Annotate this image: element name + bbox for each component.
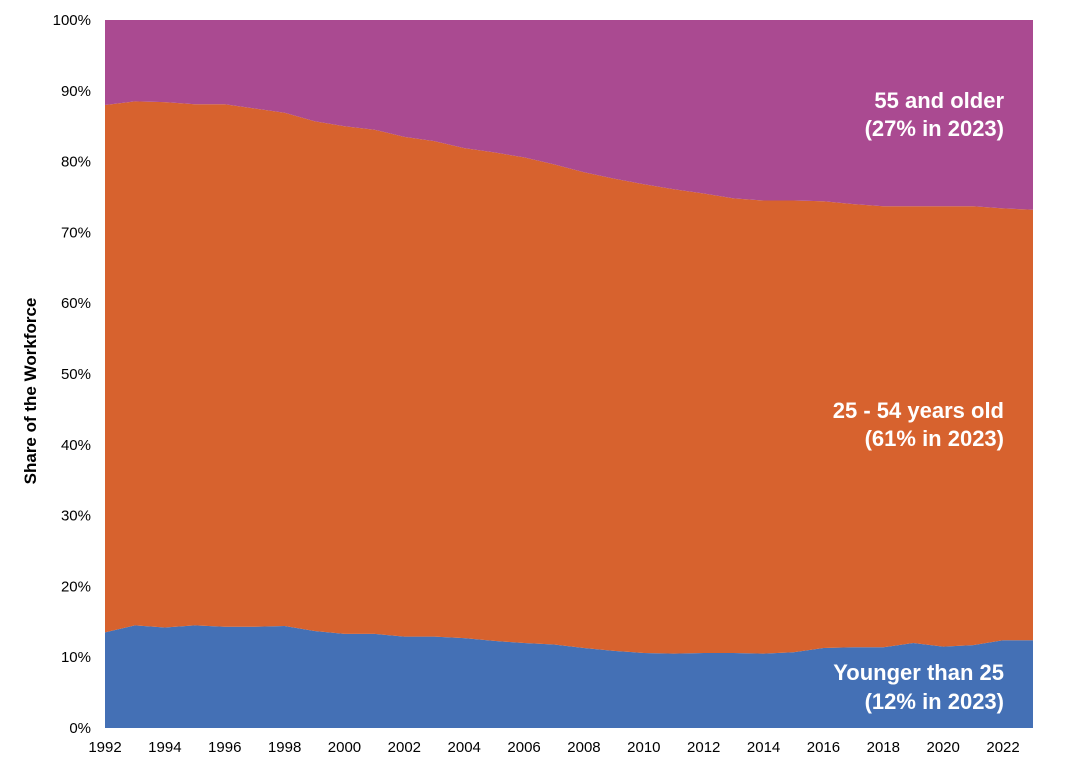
x-tick-label: 2018 bbox=[867, 739, 900, 756]
area-series-group bbox=[105, 20, 1033, 728]
series-labels: Younger than 25 (12% in 2023) 25 - 54 year… bbox=[833, 88, 1005, 714]
x-tick-label: 2014 bbox=[747, 739, 780, 756]
x-tick-label: 1996 bbox=[208, 739, 241, 756]
area-younger-than-25 bbox=[105, 625, 1033, 728]
x-tick-label: 2022 bbox=[986, 739, 1019, 756]
y-tick-label: 0% bbox=[69, 720, 91, 737]
area-55-and-older bbox=[105, 20, 1033, 210]
x-tick-label: 2006 bbox=[507, 739, 540, 756]
series-label-25-54-years-old: 25 - 54 years old (61% in 2023) bbox=[833, 398, 1004, 451]
x-tick-label: 2000 bbox=[328, 739, 361, 756]
y-tick-label: 40% bbox=[61, 437, 91, 454]
x-tick-label: 2012 bbox=[687, 739, 720, 756]
x-tick-label: 2004 bbox=[448, 739, 481, 756]
series-label-55-and-older: 55 and older (27% in 2023) bbox=[865, 88, 1005, 141]
x-tick-label: 2010 bbox=[627, 739, 660, 756]
y-tick-label: 20% bbox=[61, 578, 91, 595]
y-tick-label: 80% bbox=[61, 154, 91, 171]
x-tick-label: 2008 bbox=[567, 739, 600, 756]
y-tick-label: 30% bbox=[61, 508, 91, 525]
x-tick-label: 2002 bbox=[388, 739, 421, 756]
y-axis-title: Share of the Workforce bbox=[21, 298, 40, 485]
y-tick-label: 70% bbox=[61, 224, 91, 241]
y-tick-label: 90% bbox=[61, 83, 91, 100]
x-tick-label: 1992 bbox=[88, 739, 121, 756]
y-tick-label: 10% bbox=[61, 649, 91, 666]
area-25-54-years-old bbox=[105, 101, 1033, 654]
y-tick-label: 100% bbox=[53, 12, 91, 29]
y-axis: 0% 10% 20% 30% 40% 50% 60% 70% 80% 90% 100% bbox=[53, 12, 91, 737]
series-label-younger-than-25: Younger than 25 (12% in 2023) bbox=[833, 660, 1004, 714]
x-tick-label: 2020 bbox=[927, 739, 960, 756]
x-tick-label: 1994 bbox=[148, 739, 181, 756]
y-tick-label: 60% bbox=[61, 295, 91, 312]
x-tick-label: 2016 bbox=[807, 739, 840, 756]
y-tick-label: 50% bbox=[61, 366, 91, 383]
x-axis: 1992 1994 1996 1998 2000 2002 2004 2006 2008 2010… bbox=[88, 739, 1019, 756]
x-tick-label: 1998 bbox=[268, 739, 301, 756]
